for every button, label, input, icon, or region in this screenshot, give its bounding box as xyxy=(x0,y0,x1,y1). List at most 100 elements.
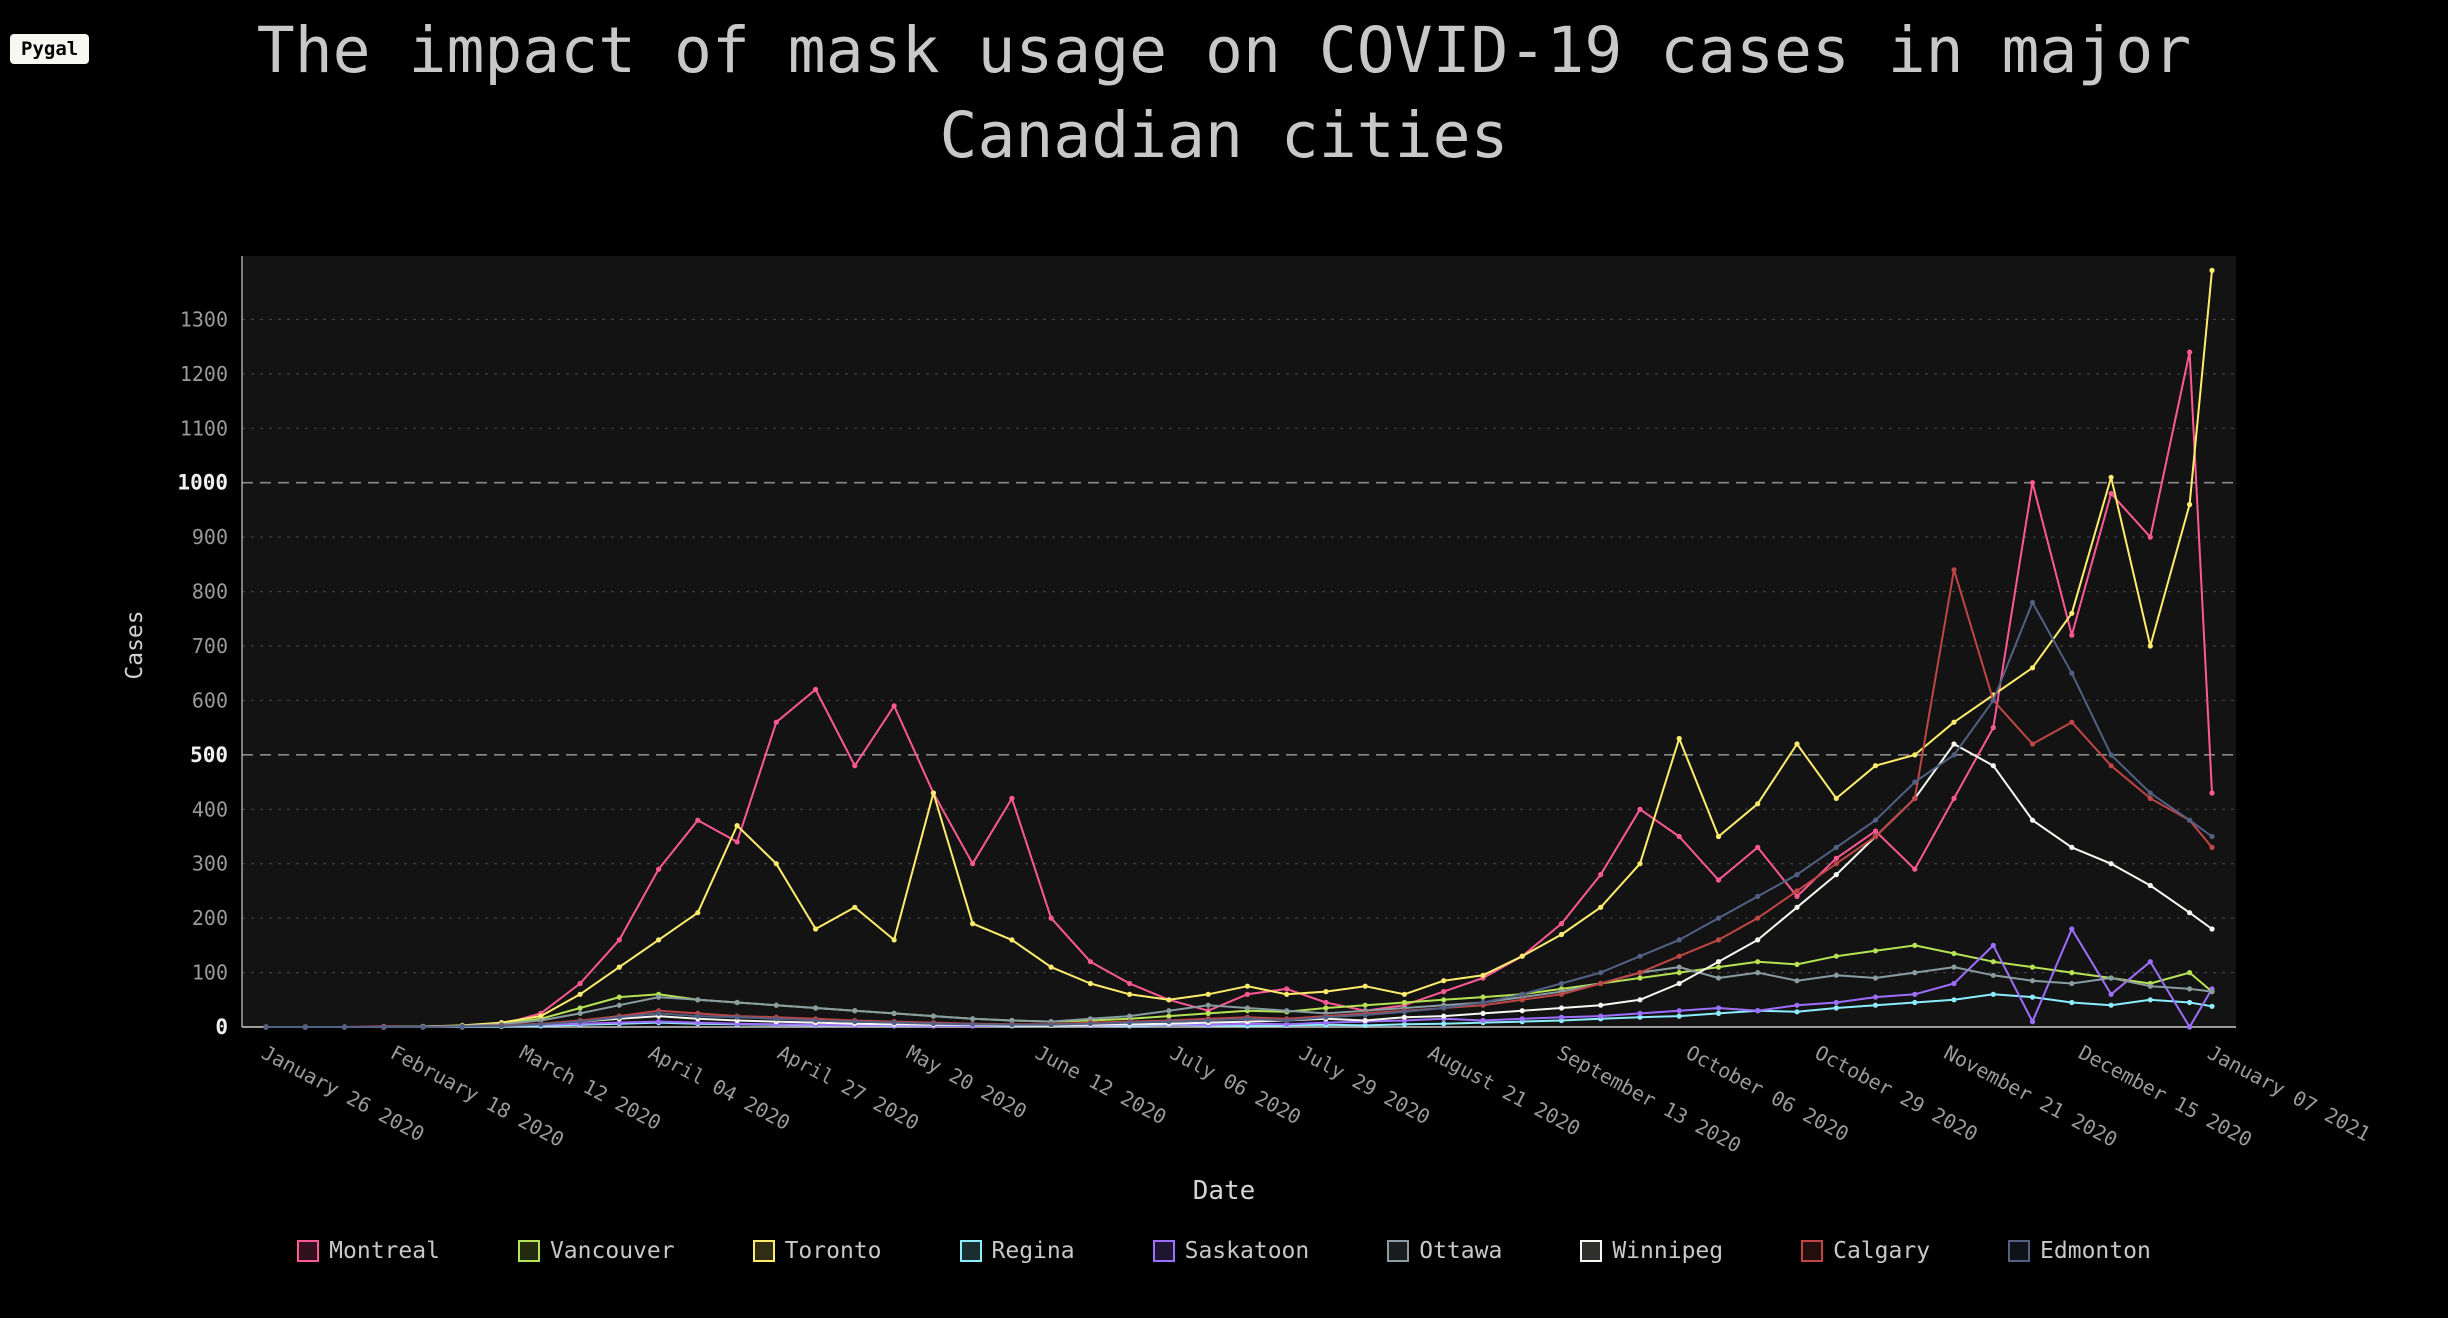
series-point-edmonton[interactable] xyxy=(1205,1017,1211,1024)
series-point-regina[interactable] xyxy=(1872,1002,1879,1008)
series-point-saskatoon[interactable] xyxy=(2187,1024,2193,1030)
series-point-vancouver[interactable] xyxy=(2029,964,2036,970)
series-point-saskatoon[interactable] xyxy=(1872,994,1879,1000)
series-point-saskatoon[interactable] xyxy=(1715,1005,1722,1011)
series-point-montreal[interactable] xyxy=(1833,855,1839,861)
series-point-saskatoon[interactable] xyxy=(1480,1017,1486,1024)
series-point-edmonton[interactable] xyxy=(852,1019,858,1025)
series-point-ottawa[interactable] xyxy=(852,1008,858,1014)
series-point-toronto[interactable] xyxy=(695,910,701,916)
series-point-calgary[interactable] xyxy=(1558,991,1565,997)
series-point-edmonton[interactable] xyxy=(1833,844,1839,851)
series-point-montreal[interactable] xyxy=(891,703,897,709)
series-point-edmonton[interactable] xyxy=(2029,599,2036,606)
series-point-edmonton[interactable] xyxy=(1009,1022,1015,1028)
series-point-winnipeg[interactable] xyxy=(1480,1010,1486,1017)
series-point-ottawa[interactable] xyxy=(891,1010,897,1017)
series-point-toronto[interactable] xyxy=(734,823,740,829)
series-point-regina[interactable] xyxy=(1990,991,1996,997)
series-point-toronto[interactable] xyxy=(2069,610,2075,616)
series-point-edmonton[interactable] xyxy=(1519,991,1525,997)
series-point-ottawa[interactable] xyxy=(813,1005,819,1011)
series-point-toronto[interactable] xyxy=(970,921,976,927)
series-point-montreal[interactable] xyxy=(1598,872,1604,878)
series-point-edmonton[interactable] xyxy=(734,1014,740,1020)
series-point-toronto[interactable] xyxy=(2108,474,2114,480)
series-point-vancouver[interactable] xyxy=(2187,970,2193,976)
series-point-winnipeg[interactable] xyxy=(1401,1014,1407,1020)
series-point-ottawa[interactable] xyxy=(1127,1013,1133,1019)
series-point-edmonton[interactable] xyxy=(577,1019,583,1025)
series-point-saskatoon[interactable] xyxy=(1284,1021,1290,1027)
series-point-winnipeg[interactable] xyxy=(1362,1017,1368,1024)
series-point-edmonton[interactable] xyxy=(1244,1016,1250,1022)
series-point-ottawa[interactable] xyxy=(2187,986,2193,992)
series-point-ottawa[interactable] xyxy=(695,997,701,1003)
series-point-montreal[interactable] xyxy=(1127,980,1133,987)
series-point-toronto[interactable] xyxy=(1441,978,1447,984)
series-point-vancouver[interactable] xyxy=(1912,942,1918,949)
series-point-saskatoon[interactable] xyxy=(1990,942,1996,949)
series-point-edmonton[interactable] xyxy=(1755,893,1761,900)
series-point-ottawa[interactable] xyxy=(1794,978,1800,984)
series-point-montreal[interactable] xyxy=(1872,828,1879,834)
series-point-toronto[interactable] xyxy=(1676,735,1682,742)
series-point-edmonton[interactable] xyxy=(1048,1022,1054,1028)
series-point-winnipeg[interactable] xyxy=(1755,937,1761,943)
series-point-edmonton[interactable] xyxy=(1127,1020,1133,1026)
series-point-toronto[interactable] xyxy=(577,991,583,997)
series-point-edmonton[interactable] xyxy=(1598,970,1604,976)
series-point-toronto[interactable] xyxy=(1558,931,1565,938)
series-point-vancouver[interactable] xyxy=(1441,997,1447,1003)
series-point-toronto[interactable] xyxy=(891,937,897,943)
series-point-saskatoon[interactable] xyxy=(1519,1016,1525,1022)
series-point-saskatoon[interactable] xyxy=(695,1020,701,1026)
series-point-edmonton[interactable] xyxy=(341,1024,348,1030)
series-point-edmonton[interactable] xyxy=(1872,817,1879,823)
series-point-montreal[interactable] xyxy=(1755,844,1761,851)
series-point-winnipeg[interactable] xyxy=(1637,997,1643,1003)
series-point-toronto[interactable] xyxy=(1872,763,1879,769)
series-point-edmonton[interactable] xyxy=(616,1014,622,1020)
series-point-montreal[interactable] xyxy=(616,937,622,943)
series-point-montreal[interactable] xyxy=(1244,991,1250,997)
series-point-montreal[interactable] xyxy=(1558,921,1565,927)
series-point-ottawa[interactable] xyxy=(1833,972,1839,978)
series-point-edmonton[interactable] xyxy=(498,1023,505,1029)
series-point-montreal[interactable] xyxy=(1441,989,1447,995)
series-point-vancouver[interactable] xyxy=(1872,948,1879,954)
series-point-saskatoon[interactable] xyxy=(1676,1008,1682,1014)
series-point-montreal[interactable] xyxy=(2029,480,2036,486)
series-point-vancouver[interactable] xyxy=(616,994,622,1000)
series-point-saskatoon[interactable] xyxy=(1833,999,1839,1006)
series-point-calgary[interactable] xyxy=(1833,861,1839,867)
series-point-vancouver[interactable] xyxy=(1480,994,1486,1000)
series-point-ottawa[interactable] xyxy=(1205,1002,1211,1008)
series-point-calgary[interactable] xyxy=(1912,795,1918,802)
series-point-ottawa[interactable] xyxy=(2029,978,2036,984)
legend-item-montreal[interactable]: Montreal xyxy=(297,1238,440,1264)
series-point-toronto[interactable] xyxy=(1951,719,1957,725)
series-point-regina[interactable] xyxy=(1715,1010,1722,1017)
series-point-vancouver[interactable] xyxy=(1794,961,1800,968)
series-point-edmonton[interactable] xyxy=(2187,817,2193,823)
series-point-montreal[interactable] xyxy=(1951,795,1957,802)
series-point-winnipeg[interactable] xyxy=(2187,910,2193,916)
series-point-ottawa[interactable] xyxy=(1009,1017,1015,1024)
series-point-ottawa[interactable] xyxy=(1087,1016,1093,1022)
series-point-vancouver[interactable] xyxy=(1715,964,1722,970)
series-point-edmonton[interactable] xyxy=(2108,752,2114,758)
series-point-vancouver[interactable] xyxy=(1951,950,1957,957)
legend-item-vancouver[interactable]: Vancouver xyxy=(517,1238,675,1264)
series-point-edmonton[interactable] xyxy=(1362,1012,1368,1018)
legend-item-toronto[interactable]: Toronto xyxy=(752,1238,882,1264)
series-point-winnipeg[interactable] xyxy=(1833,872,1839,878)
series-point-edmonton[interactable] xyxy=(1087,1021,1093,1027)
series-point-calgary[interactable] xyxy=(1951,567,1957,573)
series-point-regina[interactable] xyxy=(1401,1021,1407,1027)
series-point-toronto[interactable] xyxy=(656,937,662,943)
series-point-toronto[interactable] xyxy=(1715,833,1722,840)
series-point-saskatoon[interactable] xyxy=(1794,1002,1800,1008)
series-point-winnipeg[interactable] xyxy=(2069,844,2075,851)
series-point-ottawa[interactable] xyxy=(1990,972,1996,978)
